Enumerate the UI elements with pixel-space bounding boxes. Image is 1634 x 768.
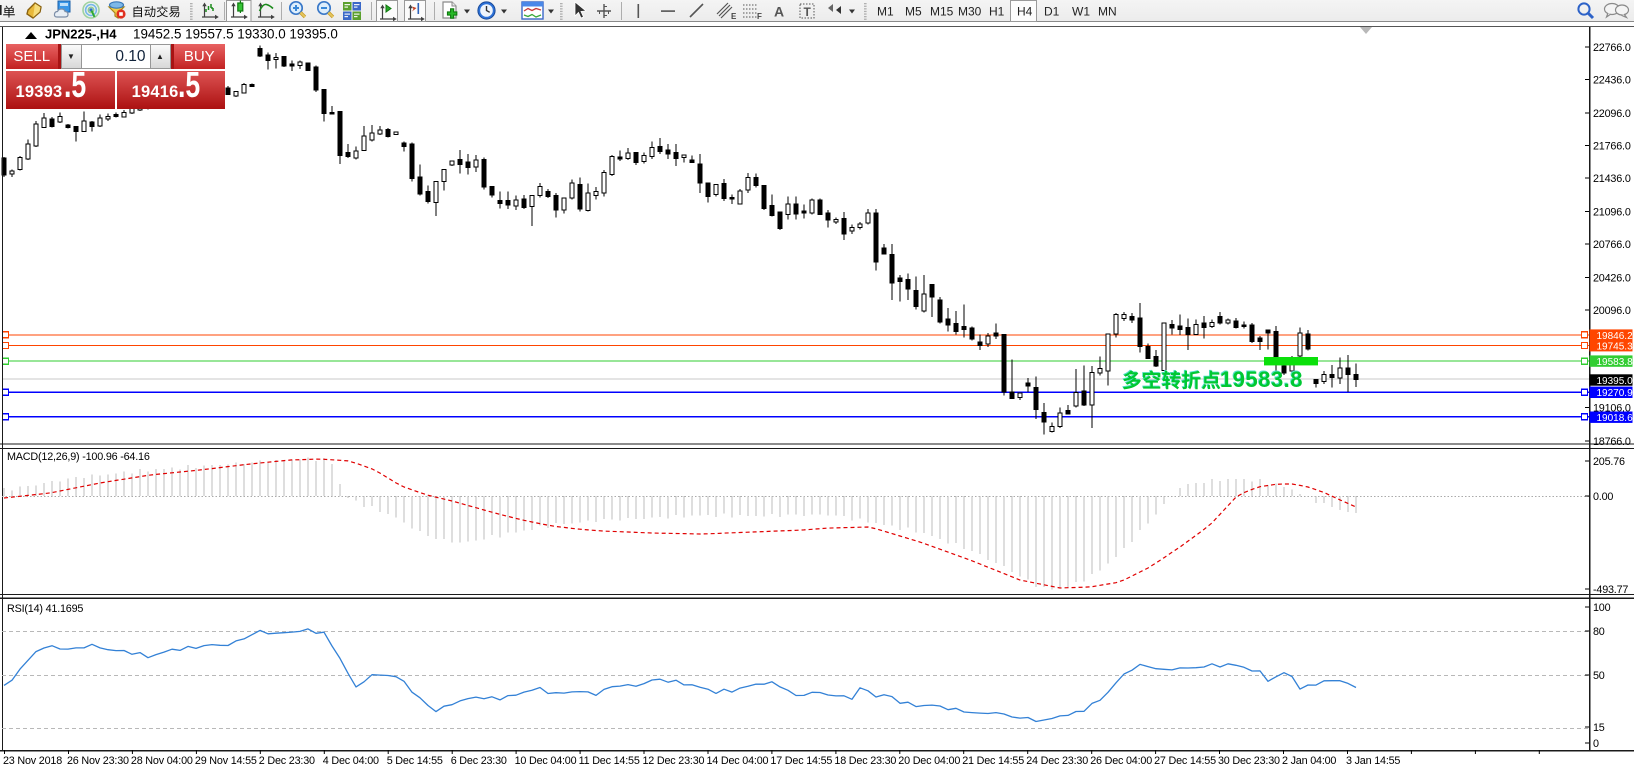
svg-text:20766.0: 20766.0 [1593,239,1631,251]
svg-text:W1: W1 [1072,5,1090,19]
svg-text:14 Dec 04:00: 14 Dec 04:00 [707,755,769,767]
svg-text:80: 80 [1593,626,1605,638]
svg-text:205.76: 205.76 [1593,456,1625,468]
svg-text:19270.9: 19270.9 [1597,388,1634,399]
svg-text:19745.3: 19745.3 [1597,342,1634,353]
svg-text:MN: MN [1098,5,1117,19]
svg-text:MACD(12,26,9) -100.96 -64.16: MACD(12,26,9) -100.96 -64.16 [7,451,150,463]
svg-text:20 Dec 04:00: 20 Dec 04:00 [898,755,960,767]
svg-text:30 Dec 23:30: 30 Dec 23:30 [1218,755,1280,767]
svg-text:19583.8: 19583.8 [1220,367,1303,392]
svg-text:19018.6: 19018.6 [1597,413,1634,424]
svg-text:28 Nov 04:00: 28 Nov 04:00 [131,755,193,767]
svg-text:50: 50 [1593,670,1605,682]
svg-text:21436.0: 21436.0 [1593,173,1631,185]
svg-text:H1: H1 [989,5,1005,19]
svg-text:0.00: 0.00 [1593,491,1613,503]
svg-text:21766.0: 21766.0 [1593,141,1631,153]
svg-text:D1: D1 [1044,5,1060,19]
svg-text:A: A [774,4,784,20]
svg-text:19452.5 19557.5 19330.0 19395.: 19452.5 19557.5 19330.0 19395.0 [133,27,338,42]
svg-text:15: 15 [1593,722,1605,734]
svg-text:100: 100 [1593,602,1611,614]
svg-text:22436.0: 22436.0 [1593,75,1631,87]
svg-text:19395.0: 19395.0 [1597,376,1634,387]
svg-text:24 Dec 23:30: 24 Dec 23:30 [1026,755,1088,767]
svg-text:E: E [731,12,737,21]
svg-text:20426.0: 20426.0 [1593,273,1631,285]
svg-text:4 Dec 04:00: 4 Dec 04:00 [323,755,379,767]
svg-text:12 Dec 23:30: 12 Dec 23:30 [643,755,705,767]
svg-text:29 Nov 14:55: 29 Nov 14:55 [195,755,257,767]
svg-text:M30: M30 [958,5,982,19]
svg-text:5 Dec 14:55: 5 Dec 14:55 [387,755,443,767]
svg-text:3 Jan 14:55: 3 Jan 14:55 [1346,755,1400,767]
svg-text:M15: M15 [930,5,954,19]
svg-text:F: F [757,12,762,21]
svg-text:21096.0: 21096.0 [1593,207,1631,219]
svg-text:18 Dec 23:30: 18 Dec 23:30 [834,755,896,767]
svg-text:10 Dec 04:00: 10 Dec 04:00 [515,755,577,767]
svg-text:T: T [804,5,812,19]
svg-text:-493.77: -493.77 [1593,584,1628,596]
svg-text:M1: M1 [877,5,894,19]
svg-text:11 Dec 14:55: 11 Dec 14:55 [579,755,640,767]
svg-text:21 Dec 14:55: 21 Dec 14:55 [962,755,1024,767]
svg-text:23 Nov 2018: 23 Nov 2018 [3,755,62,767]
svg-text:19846.2: 19846.2 [1597,331,1634,342]
svg-text:H4: H4 [1017,5,1033,19]
svg-text:20096.0: 20096.0 [1593,305,1631,317]
svg-text:6 Dec 23:30: 6 Dec 23:30 [451,755,507,767]
svg-text:RSI(14) 41.1695: RSI(14) 41.1695 [7,603,83,615]
svg-text:2 Dec 23:30: 2 Dec 23:30 [259,755,315,767]
svg-text:0: 0 [1593,738,1599,750]
svg-text:26 Dec 04:00: 26 Dec 04:00 [1090,755,1152,767]
svg-text:22096.0: 22096.0 [1593,108,1631,120]
svg-text:17 Dec 14:55: 17 Dec 14:55 [770,755,832,767]
svg-text:27 Dec 14:55: 27 Dec 14:55 [1154,755,1216,767]
svg-text:22766.0: 22766.0 [1593,42,1631,54]
svg-text:M5: M5 [905,5,922,19]
svg-text:26 Nov 23:30: 26 Nov 23:30 [67,755,129,767]
svg-text:18766.0: 18766.0 [1593,436,1631,448]
svg-text:19583.8: 19583.8 [1219,366,1302,391]
svg-text:JPN225-,H4: JPN225-,H4 [45,27,117,42]
svg-text:19583.8: 19583.8 [1597,357,1634,368]
svg-text:2 Jan 04:00: 2 Jan 04:00 [1282,755,1336,767]
